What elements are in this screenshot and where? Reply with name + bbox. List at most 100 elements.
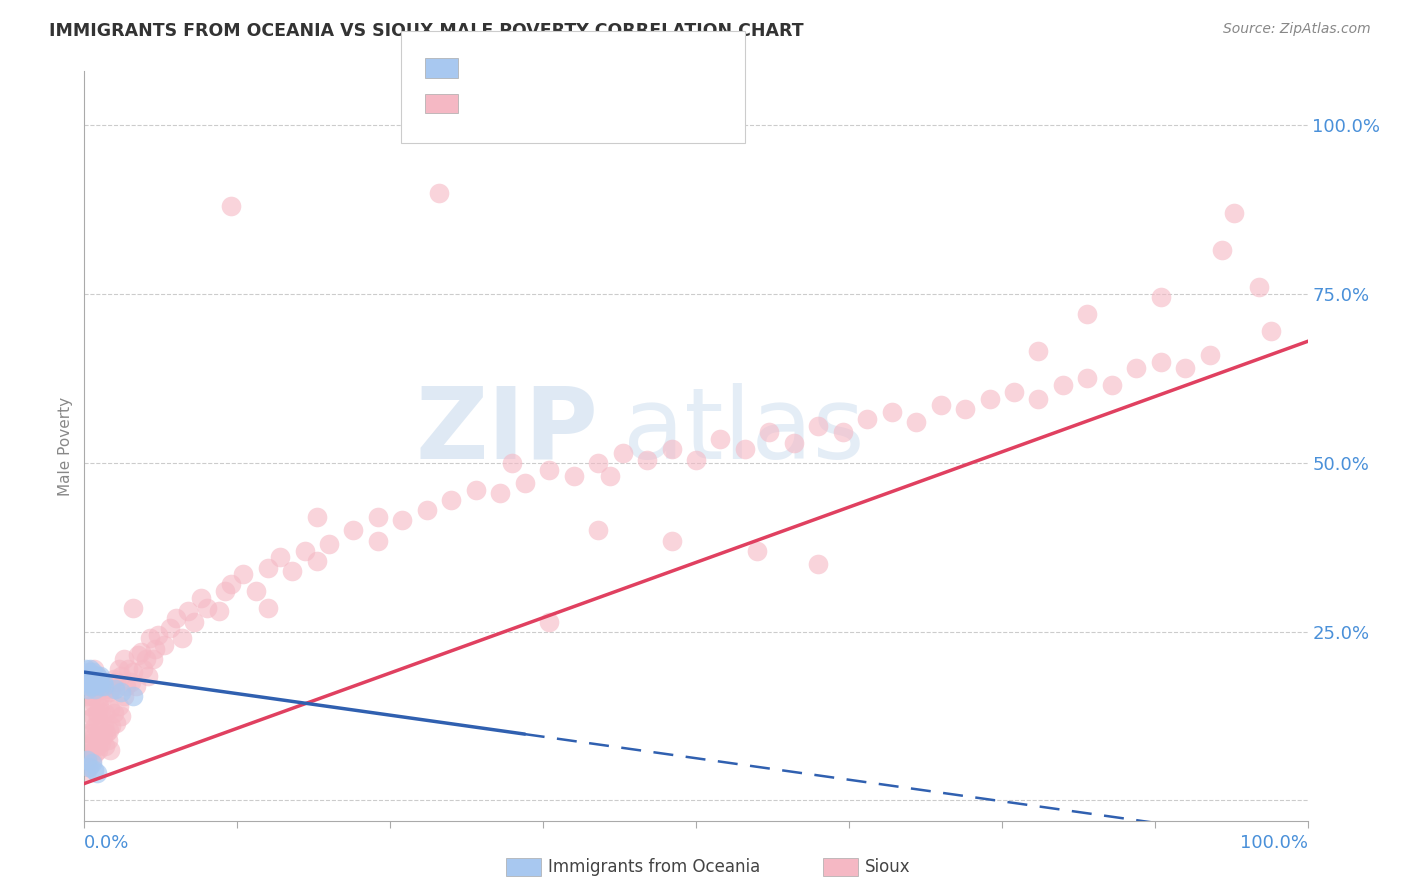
Text: ZIP: ZIP bbox=[415, 383, 598, 480]
Point bbox=[177, 604, 200, 618]
Point bbox=[89, 689, 111, 703]
Point bbox=[416, 503, 439, 517]
Point bbox=[97, 685, 120, 699]
Point bbox=[807, 418, 830, 433]
Point bbox=[612, 446, 634, 460]
Point bbox=[513, 476, 536, 491]
Point bbox=[219, 577, 242, 591]
Point bbox=[75, 766, 97, 780]
Point bbox=[77, 679, 100, 693]
Point bbox=[953, 401, 976, 416]
Point bbox=[83, 668, 105, 682]
Point bbox=[183, 615, 205, 629]
Point bbox=[142, 651, 165, 665]
Point bbox=[880, 405, 903, 419]
Point bbox=[110, 709, 132, 723]
Point bbox=[97, 723, 120, 737]
Point bbox=[195, 601, 218, 615]
Point bbox=[77, 675, 100, 690]
Point bbox=[636, 452, 658, 467]
Text: IMMIGRANTS FROM OCEANIA VS SIOUX MALE POVERTY CORRELATION CHART: IMMIGRANTS FROM OCEANIA VS SIOUX MALE PO… bbox=[49, 22, 804, 40]
Point bbox=[93, 681, 115, 696]
Text: 132: 132 bbox=[627, 95, 664, 112]
Point bbox=[83, 662, 105, 676]
Point bbox=[734, 442, 756, 457]
Point bbox=[77, 746, 100, 760]
Point bbox=[89, 723, 111, 737]
Point bbox=[87, 698, 110, 713]
Point bbox=[96, 681, 118, 696]
Point bbox=[502, 456, 524, 470]
Point bbox=[112, 651, 135, 665]
Point bbox=[86, 668, 108, 682]
Point bbox=[94, 706, 117, 720]
Point bbox=[82, 739, 104, 754]
Point bbox=[77, 726, 100, 740]
Point bbox=[1247, 280, 1270, 294]
Point bbox=[905, 416, 928, 430]
Point bbox=[153, 638, 176, 652]
Point bbox=[77, 675, 100, 690]
Point bbox=[79, 698, 101, 713]
Point bbox=[214, 584, 236, 599]
Point bbox=[104, 681, 127, 696]
Point bbox=[232, 567, 254, 582]
Point bbox=[1028, 392, 1050, 406]
Point bbox=[112, 689, 135, 703]
Point bbox=[76, 668, 98, 682]
Text: 0.712: 0.712 bbox=[512, 95, 567, 112]
Point bbox=[79, 736, 101, 750]
Point bbox=[98, 702, 121, 716]
Point bbox=[1260, 324, 1282, 338]
Point bbox=[103, 706, 125, 720]
Point bbox=[1028, 344, 1050, 359]
Point bbox=[79, 662, 101, 676]
Point bbox=[367, 509, 389, 524]
Point bbox=[107, 662, 129, 676]
Point bbox=[77, 712, 100, 726]
Point bbox=[90, 706, 112, 720]
Point bbox=[110, 668, 132, 682]
Point bbox=[82, 675, 104, 690]
Point bbox=[76, 753, 98, 767]
Point bbox=[93, 719, 115, 733]
Point bbox=[87, 743, 110, 757]
Point bbox=[110, 685, 132, 699]
Point bbox=[1150, 291, 1173, 305]
Point bbox=[105, 675, 128, 690]
Point bbox=[89, 668, 111, 682]
Point bbox=[75, 662, 97, 676]
Text: Sioux: Sioux bbox=[865, 858, 910, 876]
Point bbox=[83, 696, 105, 710]
Point bbox=[91, 689, 114, 703]
Point bbox=[1223, 206, 1246, 220]
Point bbox=[86, 706, 108, 720]
Point bbox=[1076, 371, 1098, 385]
Point bbox=[122, 601, 145, 615]
Point bbox=[122, 665, 145, 680]
Point bbox=[538, 462, 561, 476]
Point bbox=[1198, 348, 1220, 362]
Point bbox=[93, 679, 115, 693]
Point bbox=[1174, 361, 1197, 376]
Point bbox=[136, 668, 159, 682]
Point bbox=[107, 698, 129, 713]
Point bbox=[599, 469, 621, 483]
Point bbox=[132, 662, 155, 676]
Point bbox=[318, 537, 340, 551]
Point bbox=[100, 719, 122, 733]
Point bbox=[77, 759, 100, 773]
Point bbox=[90, 736, 112, 750]
Text: 0.0%: 0.0% bbox=[84, 834, 129, 852]
Point bbox=[1150, 354, 1173, 368]
Point bbox=[91, 729, 114, 743]
Point bbox=[391, 513, 413, 527]
Point bbox=[1211, 244, 1233, 258]
Point bbox=[122, 689, 145, 703]
Point bbox=[464, 483, 486, 497]
Point bbox=[80, 675, 103, 690]
Point bbox=[105, 715, 128, 730]
Point bbox=[1052, 378, 1074, 392]
Point bbox=[82, 709, 104, 723]
Point bbox=[100, 681, 122, 696]
